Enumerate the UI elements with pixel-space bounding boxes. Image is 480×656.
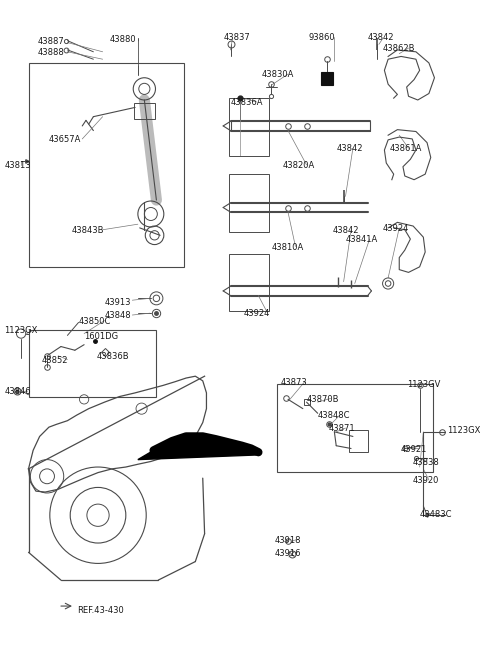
Text: 43852: 43852 [41,356,68,365]
Text: 43924: 43924 [383,224,409,233]
Text: 43887: 43887 [38,37,64,46]
Text: 43920: 43920 [412,476,439,485]
Text: 43842: 43842 [333,226,359,235]
Bar [134,103,155,119]
Text: 1123GX: 1123GX [447,426,480,435]
Text: 43657A: 43657A [49,135,81,144]
Text: 43880: 43880 [110,35,137,44]
Text: 43838: 43838 [412,458,439,467]
Text: 43870B: 43870B [307,395,339,403]
Text: 43924: 43924 [243,310,270,318]
Text: 43836B: 43836B [97,352,130,361]
Text: 43842: 43842 [336,144,363,154]
Text: 43848C: 43848C [318,411,350,420]
Text: REF.43-430: REF.43-430 [77,606,123,615]
Polygon shape [138,440,256,460]
Text: 43813: 43813 [4,161,31,170]
Text: 43841A: 43841A [346,236,378,244]
Text: 43861A: 43861A [390,144,422,154]
Text: 43820A: 43820A [282,161,315,170]
Text: 43843B: 43843B [71,226,104,235]
Text: 43921: 43921 [401,445,428,454]
Bar [277,384,432,472]
Text: 43918: 43918 [275,535,301,544]
Text: 43871: 43871 [329,424,355,434]
Text: 43862B: 43862B [383,45,415,53]
Text: 43836A: 43836A [230,98,263,107]
Text: 43846: 43846 [4,387,31,396]
Text: 43888: 43888 [38,48,64,57]
Text: 43848: 43848 [105,312,131,320]
Text: 43837: 43837 [223,33,250,42]
Text: 43850C: 43850C [79,317,111,326]
Text: 43873: 43873 [281,378,307,387]
Text: 1123GV: 1123GV [407,380,440,389]
Text: 93860: 93860 [309,33,335,42]
Text: 43842: 43842 [368,33,394,42]
Text: 43810A: 43810A [271,243,303,252]
Bar [349,430,368,452]
Bar [28,63,184,267]
Bar [28,330,156,397]
Text: 43830A: 43830A [262,70,294,79]
Bar [322,72,333,85]
Bar [228,98,269,155]
Bar [228,254,269,312]
Text: 43916: 43916 [275,548,301,558]
Text: 1601DG: 1601DG [84,332,118,340]
Text: 1123GX: 1123GX [4,326,38,335]
Text: 43483C: 43483C [420,510,452,519]
Bar [423,432,480,515]
Text: 43913: 43913 [105,298,131,308]
Bar [228,174,269,232]
